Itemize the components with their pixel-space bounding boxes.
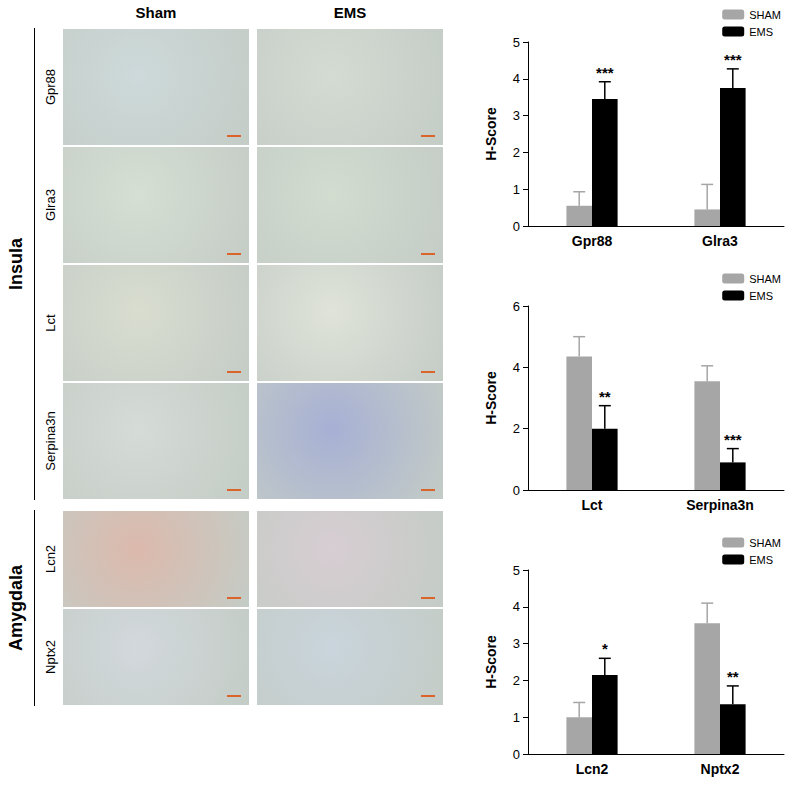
svg-text:**: ** xyxy=(599,388,611,405)
svg-text:4: 4 xyxy=(513,599,520,614)
svg-text:***: *** xyxy=(724,51,742,68)
svg-text:3: 3 xyxy=(513,636,520,651)
svg-text:Lcn2: Lcn2 xyxy=(576,761,609,777)
svg-text:Nptx2: Nptx2 xyxy=(701,761,740,777)
svg-text:***: *** xyxy=(596,64,614,81)
svg-text:2: 2 xyxy=(513,673,520,688)
svg-text:EMS: EMS xyxy=(749,290,773,302)
svg-text:2: 2 xyxy=(513,421,520,436)
html-text:Serpina3n: Serpina3n xyxy=(42,411,58,471)
html-text:Lct: Lct xyxy=(42,314,58,332)
svg-text:0: 0 xyxy=(513,483,520,498)
svg-text:1: 1 xyxy=(513,710,520,725)
svg-text:EMS: EMS xyxy=(749,554,773,566)
svg-text:SHAM: SHAM xyxy=(749,9,781,21)
html-text:EMS: EMS xyxy=(333,4,367,21)
svg-text:0: 0 xyxy=(513,747,520,762)
svg-text:*: * xyxy=(602,640,608,657)
html-text:Sham: Sham xyxy=(135,4,177,21)
svg-text:2: 2 xyxy=(513,145,520,160)
svg-text:H-Score: H-Score xyxy=(483,107,499,161)
svg-text:Gpr88: Gpr88 xyxy=(572,233,613,249)
svg-text:4: 4 xyxy=(513,71,520,86)
html-text:Lcn2: Lcn2 xyxy=(42,544,58,574)
svg-text:6: 6 xyxy=(513,299,520,314)
svg-text:EMS: EMS xyxy=(749,26,773,38)
svg-text:H-Score: H-Score xyxy=(483,635,499,689)
html-text:Insula: Insula xyxy=(5,238,26,290)
svg-text:SHAM: SHAM xyxy=(749,537,781,549)
html-text:Nptx2: Nptx2 xyxy=(42,640,58,674)
html-text:Glra3: Glra3 xyxy=(42,189,58,221)
svg-text:**: ** xyxy=(727,668,739,685)
svg-text:***: *** xyxy=(724,431,742,448)
svg-text:1: 1 xyxy=(513,182,520,197)
svg-text:0: 0 xyxy=(513,219,520,234)
svg-text:5: 5 xyxy=(513,563,520,578)
html-text:Amygdala: Amygdala xyxy=(5,565,26,651)
svg-text:5: 5 xyxy=(513,35,520,50)
svg-text:H-Score: H-Score xyxy=(483,371,499,425)
html-text:Gpr88: Gpr88 xyxy=(42,68,58,106)
svg-text:4: 4 xyxy=(513,360,520,375)
svg-text:SHAM: SHAM xyxy=(749,273,781,285)
svg-text:Serpina3n: Serpina3n xyxy=(686,497,754,513)
svg-text:3: 3 xyxy=(513,108,520,123)
svg-text:Glra3: Glra3 xyxy=(702,233,738,249)
svg-text:Lct: Lct xyxy=(582,497,603,513)
